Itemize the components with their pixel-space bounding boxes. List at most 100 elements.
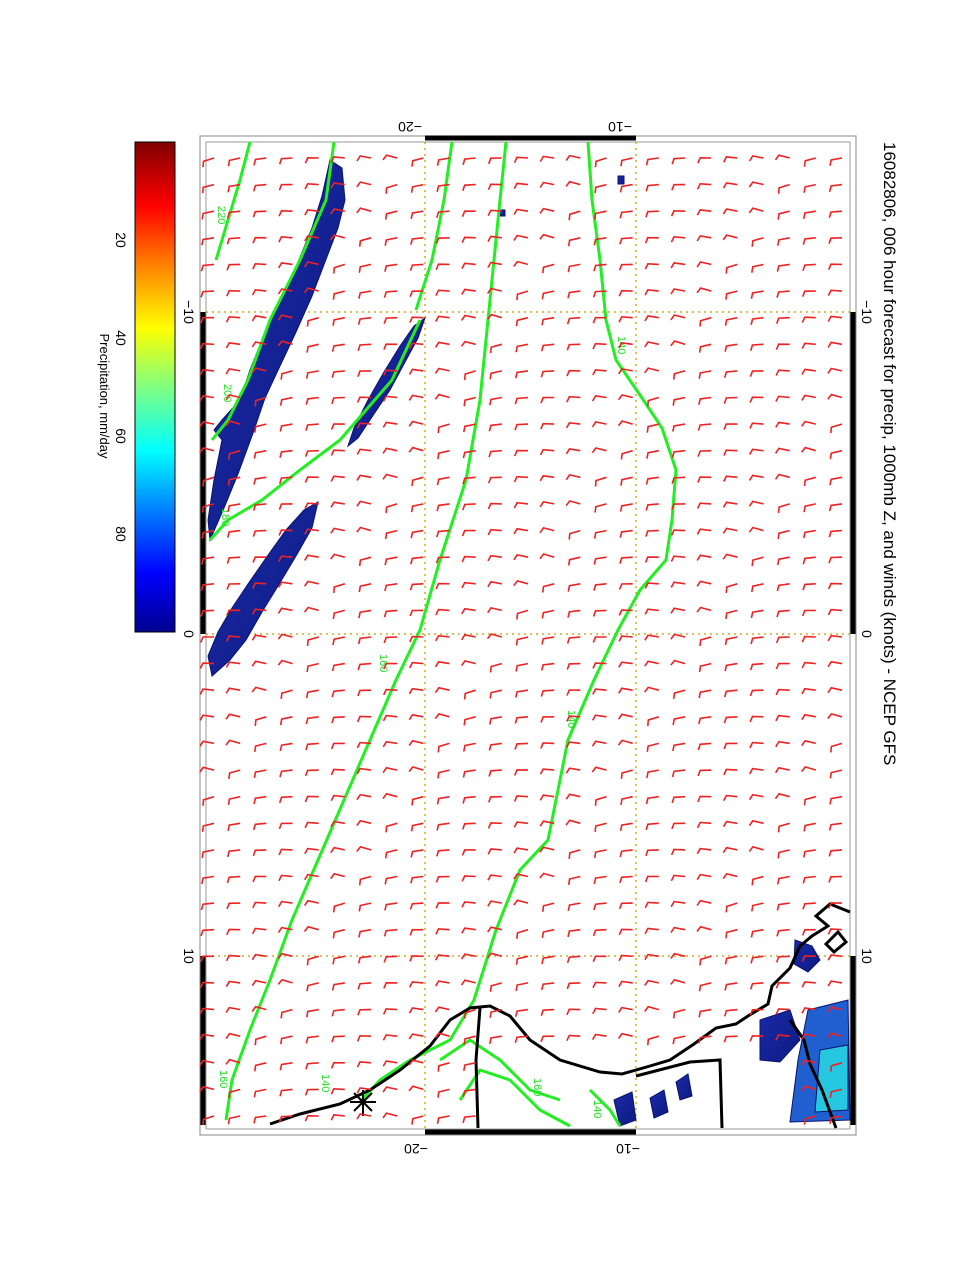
wind-barb [487, 209, 502, 216]
wind-barb [408, 687, 424, 695]
wind-barb [487, 848, 502, 855]
wind-barb [279, 716, 293, 726]
wind-barb [670, 340, 686, 347]
wind-barb [252, 210, 267, 218]
wind-barb [670, 978, 686, 985]
wind-barb [278, 183, 293, 191]
wind-barb [383, 636, 398, 644]
wind-barb [696, 528, 712, 535]
wind-barb [723, 449, 738, 456]
wind-barb [382, 766, 398, 774]
wind-barb [463, 1008, 476, 1019]
wind-barb [331, 343, 345, 352]
coastlines [269, 902, 851, 1129]
wind-barb [698, 982, 712, 992]
wind-barb [724, 955, 738, 965]
precip-africa-4 [814, 1044, 849, 1113]
wind-barb [619, 849, 633, 858]
wind-barb [463, 742, 476, 752]
wind-barb [385, 822, 398, 833]
wind-barb [516, 928, 529, 939]
wind-barb [722, 820, 738, 828]
wind-barb [253, 795, 267, 805]
wind-barb [749, 1034, 764, 1042]
contour-220 [214, 141, 252, 261]
wind-barb [226, 902, 241, 910]
wind-barb [382, 473, 398, 480]
wind-barb [802, 237, 816, 245]
wind-barb [776, 875, 790, 885]
wind-barb [801, 609, 816, 617]
wind-barb [357, 689, 372, 697]
wind-barb [434, 660, 450, 668]
wind-barb [462, 1115, 476, 1124]
wind-barb [357, 955, 372, 964]
wind-barb [280, 1008, 293, 1019]
wind-barb [696, 606, 712, 613]
wind-barb [333, 583, 346, 593]
wind-barb [461, 262, 476, 269]
wind-barb [699, 316, 712, 327]
wind-barb [647, 1035, 660, 1046]
coast-border-3 [788, 1019, 838, 1129]
wind-barb [591, 1033, 607, 1041]
wind-barb [436, 476, 450, 486]
wind-barb [305, 1035, 319, 1044]
wind-barb [647, 716, 660, 726]
wind-barb [722, 553, 738, 560]
wind-barb [646, 449, 659, 459]
wind-barb [748, 500, 764, 507]
wind-barb [253, 449, 267, 459]
wind-barb [410, 183, 424, 193]
colorbar-tick-label: 80 [113, 526, 129, 542]
wind-barb [200, 263, 215, 272]
precip-africa-2 [759, 1009, 801, 1063]
wind-barb [411, 1115, 424, 1125]
wind-barb [356, 181, 372, 188]
wind-barb [331, 662, 345, 672]
wind-barb [228, 1088, 241, 1099]
wind-barb [776, 928, 790, 937]
wind-barb [383, 609, 398, 618]
wind-barb [670, 314, 686, 321]
wind-barb [565, 767, 581, 774]
wind-barb [332, 636, 345, 646]
wind-barb [410, 529, 424, 539]
wind-barb [251, 927, 267, 935]
wind-barb [592, 316, 607, 324]
wind-barb [358, 290, 372, 299]
wind-barb [513, 156, 529, 164]
wind-barb [461, 236, 476, 244]
wind-barb [644, 875, 659, 883]
wind-barb [777, 529, 790, 540]
wind-barb [409, 609, 424, 617]
wind-barb [461, 901, 476, 908]
wind-barb [225, 687, 241, 694]
wind-barb [699, 636, 712, 646]
wind-barb [775, 636, 790, 644]
right-tick-label-3: 10 [859, 948, 875, 964]
wind-barb [303, 606, 319, 613]
wind-barb [435, 902, 450, 909]
wind-barb [801, 1059, 816, 1066]
wind-barb [644, 556, 659, 563]
wind-barb [801, 635, 816, 643]
wind-barb [723, 716, 738, 724]
top-tick-label-1: −20 [398, 119, 422, 135]
wind-barb [252, 183, 267, 192]
wind-barb [566, 955, 581, 964]
wind-barb [748, 845, 764, 852]
wind-barb [251, 660, 267, 667]
inner-frame [205, 141, 851, 1130]
wind-barb [461, 581, 476, 589]
wind-barb [803, 476, 817, 487]
wind-barb [645, 795, 659, 805]
wind-barb [227, 503, 241, 512]
wind-barb [697, 769, 712, 777]
wind-barb [251, 367, 267, 374]
wind-barb [303, 261, 319, 268]
coast-africa-west [269, 902, 851, 1126]
wind-barb [356, 793, 372, 801]
wind-barb [539, 474, 555, 482]
wind-barb [540, 1035, 555, 1043]
